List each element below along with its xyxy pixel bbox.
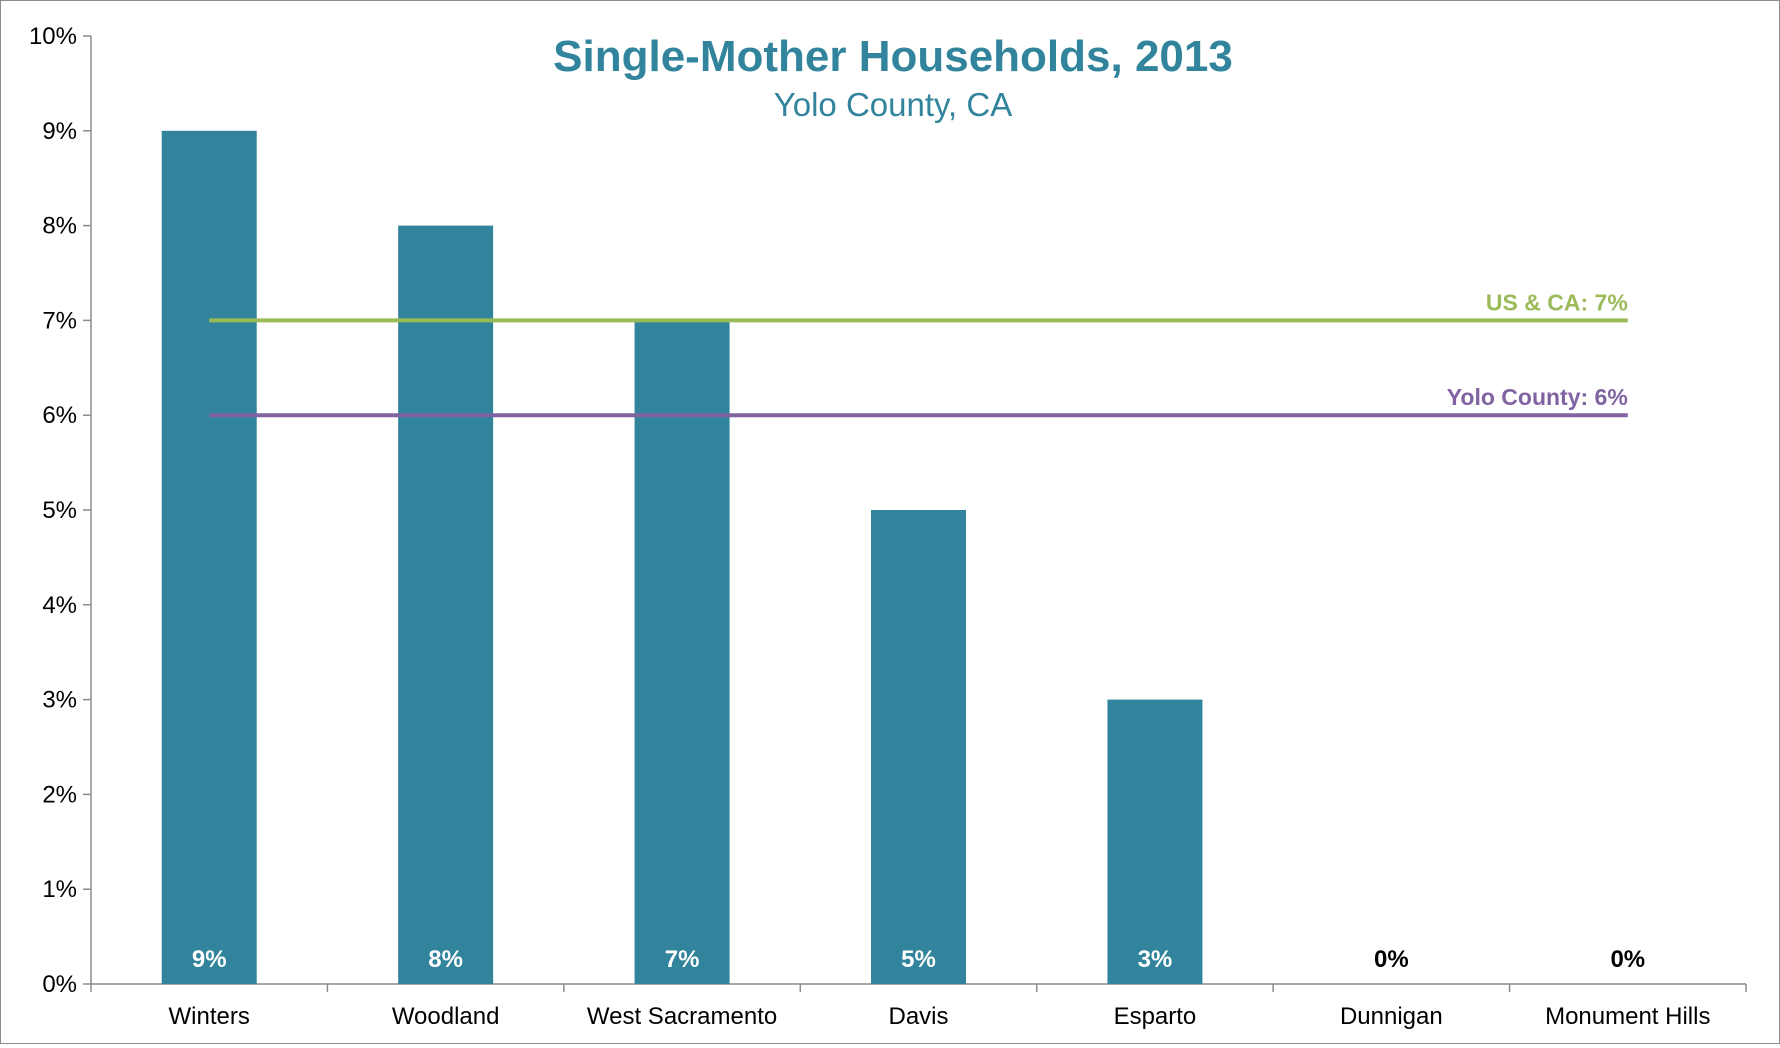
x-tick-label: Winters xyxy=(169,1003,250,1030)
x-tick-label: Monument Hills xyxy=(1545,1003,1710,1030)
data-label: 3% xyxy=(1138,946,1173,973)
bar xyxy=(161,130,257,985)
y-tick-label: 1% xyxy=(42,876,77,903)
x-tick-label: Davis xyxy=(888,1003,948,1030)
reference-line-label: Yolo County: 6% xyxy=(1447,384,1628,410)
bar xyxy=(634,320,730,984)
y-tick-label: 6% xyxy=(42,402,77,429)
bar xyxy=(871,510,966,984)
y-tick-label: 2% xyxy=(42,781,77,808)
y-tick-label: 9% xyxy=(42,118,77,145)
chart-subtitle: Yolo County, CA xyxy=(774,86,1012,123)
reference-lines: US & CA: 7% Yolo County: 6% xyxy=(209,289,1628,418)
x-tick-label: Dunnigan xyxy=(1340,1003,1443,1030)
bar xyxy=(1107,699,1203,984)
y-tick-label: 5% xyxy=(42,497,77,524)
y-tick-label: 0% xyxy=(42,971,77,998)
y-tick-label: 4% xyxy=(42,592,77,619)
bars xyxy=(161,130,1203,985)
data-label: 0% xyxy=(1610,946,1645,973)
y-tick-label: 7% xyxy=(42,307,77,334)
reference-line-label: US & CA: 7% xyxy=(1486,289,1628,315)
axes: 0% 1% 2% 3% 4% 5% 6% 7% 8% 9% 10% xyxy=(29,23,1747,998)
data-label: 5% xyxy=(901,946,936,973)
data-label: 9% xyxy=(192,946,227,973)
data-label: 8% xyxy=(428,946,463,973)
labels: Winters 9% Woodland 8% West Sacramento 7% Davi… xyxy=(169,946,1711,1030)
chart-title: Single-Mother Households, 2013 xyxy=(553,32,1233,81)
y-tick-label: 8% xyxy=(42,213,77,240)
data-label: 0% xyxy=(1374,946,1409,973)
data-label: 7% xyxy=(665,946,700,973)
bar xyxy=(398,225,494,985)
x-tick-label: Woodland xyxy=(392,1003,500,1030)
y-tick-label: 3% xyxy=(42,687,77,714)
x-tick-label: Esparto xyxy=(1114,1003,1197,1030)
x-tick-label: West Sacramento xyxy=(587,1003,777,1030)
y-tick-label: 10% xyxy=(29,23,77,50)
